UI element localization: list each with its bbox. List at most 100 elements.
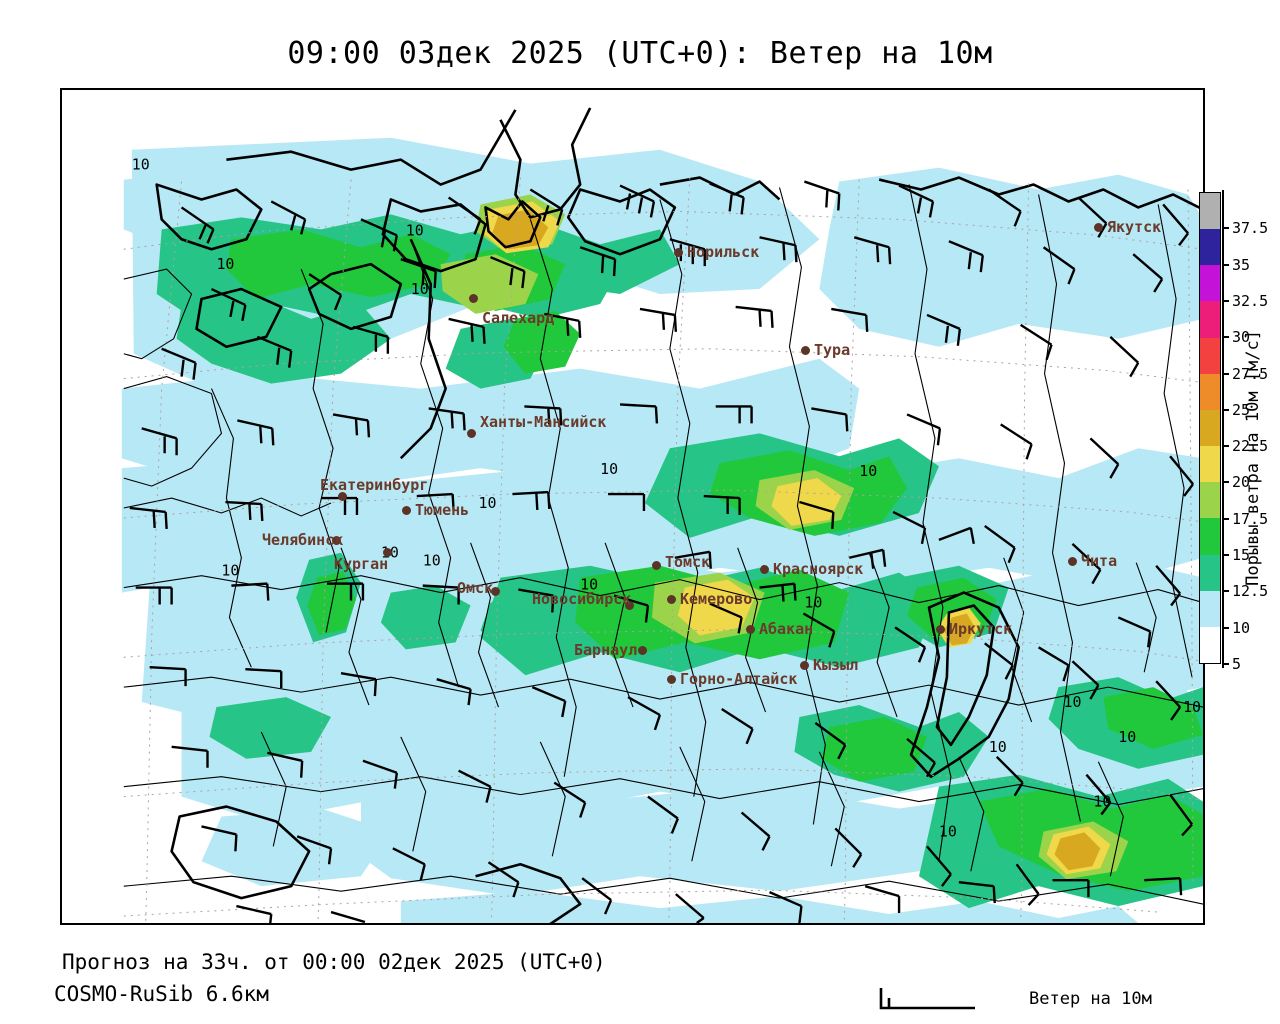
colorbar: 37.5 35 32.5 30 27.5 25 22.5 20 17.5 15 12.5 10 5 (1199, 190, 1268, 673)
colorbar-axis-line (1222, 190, 1224, 668)
colorbar-tick-label: 32.5 (1232, 291, 1269, 310)
city-label: Новосибирск (532, 590, 632, 608)
colorbar-tick (1222, 517, 1229, 520)
svg-text:10: 10 (216, 255, 234, 273)
colorbar-tick-label: 22.5 (1232, 437, 1269, 456)
city-label: Екатеринбург (320, 476, 429, 494)
colorbar-tick-label: 37.5 (1232, 219, 1269, 238)
wind-barb-icon (879, 988, 975, 1010)
city-label: Курган (334, 555, 389, 573)
admin-borders (123, 184, 1203, 905)
colorbar-tick (1222, 263, 1229, 266)
city-label: Горно-Алтайск (680, 670, 798, 688)
city-label: Салехард (482, 309, 555, 327)
city-marker (936, 625, 945, 634)
svg-text:10: 10 (479, 494, 497, 512)
city-marker (667, 675, 676, 684)
colorbar-band (1200, 626, 1220, 664)
city-label: Кызыл (813, 656, 859, 674)
weather-map[interactable]: 10 10 10 10 10 10 10 10 10 10 10 10 10 1… (60, 88, 1205, 925)
city-marker (467, 429, 476, 438)
colorbar-tick-label: 35 (1232, 255, 1251, 274)
colorbar-tick-label: 15 (1232, 546, 1251, 565)
colorbar-band (1200, 265, 1220, 302)
coastlines (155, 107, 1203, 923)
city-marker (383, 548, 392, 557)
city-marker (800, 661, 809, 670)
colorbar-tick-label: 25 (1232, 400, 1251, 419)
wind-barbs (129, 180, 1194, 923)
gust-layer-20-22p5 (492, 209, 1101, 871)
city-label: Якутск (1107, 218, 1162, 236)
colorbar-band (1200, 409, 1220, 447)
svg-text:10: 10 (1183, 698, 1201, 716)
svg-text:10: 10 (580, 576, 598, 594)
svg-text:10: 10 (794, 90, 812, 94)
colorbar-bands (1199, 192, 1221, 664)
colorbar-band (1200, 373, 1220, 410)
city-label: Тюмень (415, 501, 470, 519)
colorbar-tick (1222, 227, 1229, 230)
city-marker (760, 565, 769, 574)
city-label: Томск (665, 553, 711, 571)
city-marker (667, 595, 676, 604)
colorbar-tick (1222, 372, 1229, 375)
city-marker (801, 346, 810, 355)
city-label: Чита (1081, 552, 1118, 570)
svg-text:10: 10 (406, 221, 424, 239)
map-canvas: 10 10 10 10 10 10 10 10 10 10 10 10 10 1… (62, 90, 1203, 923)
colorbar-tick-label: 10 (1232, 618, 1251, 637)
svg-text:10: 10 (600, 460, 618, 478)
colorbar-title: Порывы ветра на 10м [м/с] (1243, 330, 1263, 586)
colorbar-tick (1222, 554, 1229, 557)
city-marker (469, 294, 478, 303)
colorbar-tick-label: 30 (1232, 328, 1251, 347)
colorbar-band (1200, 446, 1220, 483)
colorbar-tick-label: 27.5 (1232, 364, 1269, 383)
colorbar-band (1200, 482, 1220, 519)
colorbar-tick (1222, 336, 1229, 339)
city-label: Кемерово (680, 590, 753, 608)
colorbar-tick (1222, 408, 1229, 411)
city-label: Челябинск (262, 531, 344, 549)
svg-text:10: 10 (1063, 693, 1081, 711)
contour-labels: 10 10 10 10 10 10 10 10 10 10 10 10 10 1… (132, 90, 1201, 840)
city-marker (402, 506, 411, 515)
colorbar-band (1200, 301, 1220, 338)
colorbar-tick (1222, 590, 1229, 593)
svg-text:10: 10 (859, 462, 877, 480)
colorbar-tick (1222, 299, 1229, 302)
city-marker (338, 492, 347, 501)
colorbar-tick-label: 17.5 (1232, 509, 1269, 528)
colorbar-tick (1222, 481, 1229, 484)
colorbar-tick-label: 20 (1232, 473, 1251, 492)
colorbar-band (1200, 193, 1220, 230)
svg-text:10: 10 (989, 738, 1007, 756)
city-marker (491, 587, 500, 596)
colorbar-band (1200, 590, 1220, 627)
city-label: Красноярск (773, 560, 864, 578)
forecast-info: Прогноз на 33ч. от 00:00 02дек 2025 (UTC… (62, 950, 606, 974)
svg-text:10: 10 (939, 822, 957, 840)
svg-text:10: 10 (423, 552, 441, 570)
city-label: Иркутск (949, 620, 1013, 638)
city-label: Ханты-Мансийск (480, 413, 607, 431)
svg-text:10: 10 (804, 594, 822, 612)
wind-barb-legend: Ветер на 10м (875, 982, 1152, 1016)
svg-text:10: 10 (221, 562, 239, 580)
model-info: COSMO-RuSib 6.6км (54, 982, 269, 1006)
svg-text:10: 10 (132, 156, 150, 174)
wind-barb-legend-label: Ветер на 10м (1029, 989, 1152, 1009)
svg-text:10: 10 (411, 280, 429, 298)
city-marker (1094, 223, 1103, 232)
colorbar-band (1200, 229, 1220, 266)
colorbar-tick (1222, 445, 1229, 448)
city-marker (638, 646, 647, 655)
city-marker (674, 248, 683, 257)
colorbar-band (1200, 337, 1220, 374)
city-marker (332, 536, 341, 545)
colorbar-tick-label: 12.5 (1232, 582, 1269, 601)
city-label: Омск (457, 579, 494, 597)
svg-text:10: 10 (1093, 793, 1111, 811)
city-marker (1068, 557, 1077, 566)
